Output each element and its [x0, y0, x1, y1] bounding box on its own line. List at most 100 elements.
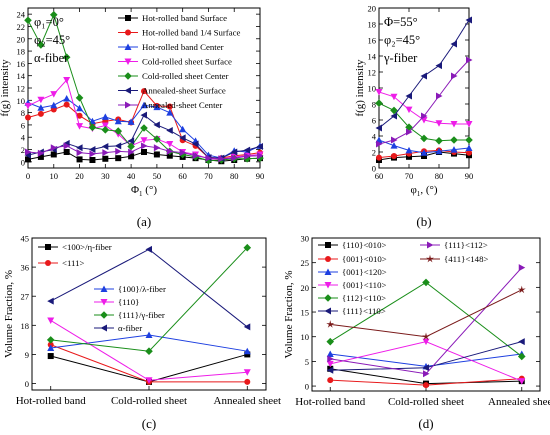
data-point [47, 353, 54, 360]
legend-marker [124, 87, 131, 94]
data-point [102, 149, 109, 157]
data-point [422, 278, 430, 287]
data-point [50, 151, 57, 158]
legend-label: Annealed-sheet Surface [142, 86, 226, 96]
data-point [230, 148, 238, 156]
data-point [465, 144, 473, 151]
data-point [376, 140, 383, 148]
legend-marker [124, 43, 132, 50]
data-point [420, 134, 428, 143]
x-tick-label: 0 [26, 171, 30, 181]
panel-label-text: (c) [142, 416, 156, 431]
x-axis-unit: , (°) [420, 184, 438, 196]
data-point [127, 137, 135, 145]
y-tick-label: 27 [21, 292, 30, 302]
panel-b-annotations: Φ=55° φ₂=45° γ-fiber [383, 15, 420, 65]
legend-marker [325, 256, 331, 262]
x-tick-label: 10 [50, 171, 59, 181]
annotation: φ₂=45° [34, 33, 70, 47]
y-tick-label: 4 [372, 132, 377, 142]
y-tick-label: 0 [305, 382, 309, 392]
data-point [153, 135, 161, 143]
data-point [128, 148, 135, 156]
data-point [406, 153, 412, 160]
data-point [423, 370, 430, 378]
category-label: Annealed sheet [488, 396, 550, 408]
legend-panel-d: {110}<010> {001}<010> {001}<120> {001}<110>… [318, 240, 488, 316]
data-point [24, 151, 31, 159]
y-tick-label: 30 [301, 234, 310, 244]
y-axis-label: Volume Fraction, % [3, 270, 15, 358]
legend-label: <111> [62, 258, 85, 268]
data-point [141, 142, 148, 150]
data-point [140, 137, 148, 144]
legend-marker [325, 242, 331, 248]
y-tick-label: 10 [368, 84, 377, 94]
plot-frame [378, 7, 470, 169]
legend-entry: {111}<110> [318, 306, 386, 316]
data-point [63, 77, 71, 84]
data-point [218, 155, 225, 163]
data-point [390, 142, 398, 149]
data-point [420, 72, 427, 80]
y-tick-label: 20 [301, 283, 310, 293]
data-point [62, 53, 71, 62]
data-point [243, 347, 251, 355]
annotation: α-fiber [34, 51, 69, 65]
data-point [153, 103, 161, 111]
data-point [37, 104, 45, 111]
data-point [518, 378, 526, 385]
y-tick-label: 45 [21, 234, 30, 244]
x-tick-label: 50 [153, 171, 162, 181]
data-point [153, 144, 161, 152]
panel-label: (b) [416, 214, 431, 229]
legend-label: <100>/η-fiber [62, 242, 112, 252]
data-point [405, 106, 413, 114]
y-tick-label: 9 [25, 350, 29, 360]
data-point [391, 136, 398, 144]
x-tick-label: 20 [75, 171, 84, 181]
x-axis-subscript: 1 [417, 190, 421, 198]
y-tick-label: 16 [17, 59, 26, 69]
data-point [75, 94, 84, 102]
legend-label: {110}<010> [342, 240, 386, 250]
series-line [378, 59, 470, 145]
data-point [166, 109, 174, 116]
data-point [326, 360, 334, 368]
data-point [114, 142, 122, 150]
y-tick-label: 36 [21, 263, 30, 273]
x-axis-label: φ1, (°) [410, 184, 437, 198]
legend-entry: α-fiber [94, 323, 142, 333]
y-tick-label: 12 [368, 68, 377, 78]
legend-entry: {001}<110> [318, 280, 386, 290]
data-point [49, 10, 58, 19]
panel-b: 0 2 4 6 8 10 12 14 16 18 20 60 70 80 90 f(g) intensity φ… [354, 4, 473, 230]
x-axis-symbol: φ [410, 184, 416, 196]
legend-entry: <111> [38, 258, 85, 268]
data-point [166, 126, 173, 134]
legend-label: {111}<110> [342, 306, 386, 316]
panel-label-text: (a) [137, 214, 151, 229]
data-point [88, 123, 97, 132]
legend-marker [45, 260, 51, 266]
data-point [179, 125, 187, 133]
data-point [166, 147, 174, 155]
data-point [76, 104, 84, 112]
legend-entry: {001}<120> [318, 267, 387, 277]
data-point [406, 128, 413, 136]
data-point [37, 110, 44, 117]
legend-marker [324, 282, 332, 289]
data-point [153, 121, 160, 129]
data-point [375, 89, 383, 96]
panel-label: (d) [418, 416, 433, 431]
data-point [25, 114, 31, 121]
y-tick-label: 18 [17, 47, 26, 57]
data-point [101, 122, 109, 130]
data-point [405, 146, 413, 154]
legend-label: {110} [118, 297, 139, 307]
data-point [390, 93, 398, 101]
data-point [145, 331, 153, 339]
legend-entry: Hot-rolled band 1/4 Surface [118, 28, 241, 38]
category-label: Cold-rolled sheet [388, 396, 464, 408]
data-point [420, 149, 428, 156]
